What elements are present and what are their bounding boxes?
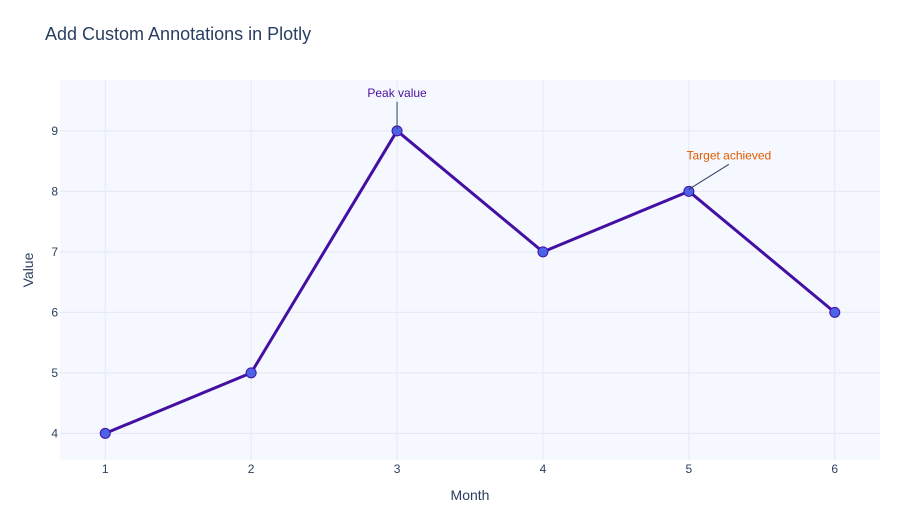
annotations: Peak value Target achieved [367, 86, 771, 190]
x-axis-title: Month [451, 487, 490, 503]
y-tick-label: 5 [51, 366, 58, 380]
x-tick-label: 2 [248, 462, 255, 476]
x-tick-label: 5 [686, 462, 693, 476]
data-point-marker [99, 427, 111, 439]
y-tick-label: 8 [51, 184, 58, 198]
data-point-marker [245, 367, 257, 379]
annotation-label: Peak value [367, 86, 427, 100]
y-tick-label: 4 [51, 426, 58, 440]
x-tick-label: 3 [394, 462, 401, 476]
data-point-marker [829, 306, 841, 318]
y-tick-label: 6 [51, 305, 58, 319]
x-tick-labels: 1 2 3 4 5 6 [102, 462, 839, 476]
plot-area [60, 80, 880, 460]
data-point-marker [537, 246, 549, 258]
series-line [103, 129, 837, 435]
y-tick-label: 7 [51, 245, 58, 259]
annotation-label: Target achieved [686, 148, 771, 162]
data-point-marker [683, 185, 695, 197]
y-tick-labels: 4 5 6 7 8 9 [51, 124, 58, 441]
annotation-arrow [688, 163, 730, 190]
y-tick-label: 9 [51, 124, 58, 138]
x-tick-label: 4 [540, 462, 547, 476]
series-line-layer [103, 129, 837, 435]
x-tick-label: 6 [831, 462, 838, 476]
data-markers [99, 125, 841, 439]
x-tick-label: 1 [102, 462, 109, 476]
y-axis-title: Value [20, 252, 36, 287]
chart-title: Add Custom Annotations in Plotly [45, 24, 311, 44]
